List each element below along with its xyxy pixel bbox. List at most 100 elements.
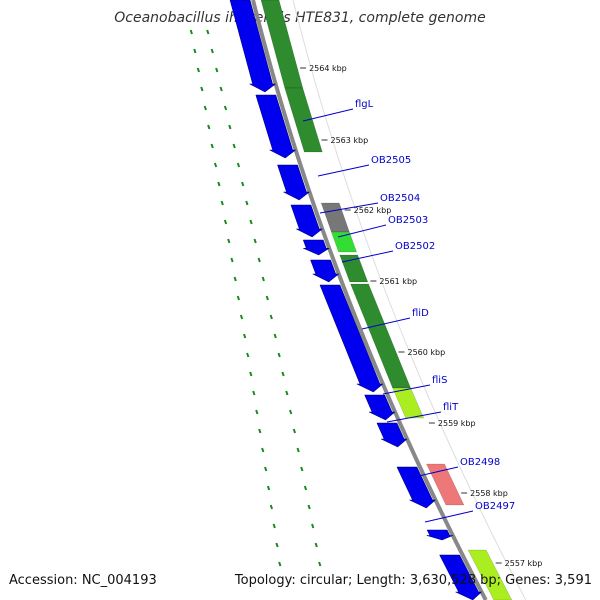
dotted-track-inner (189, 29, 282, 567)
track-dot (227, 238, 231, 244)
cds-arrow (426, 529, 453, 541)
track-dot (233, 276, 237, 282)
track-dot (257, 257, 261, 263)
track-dot (213, 162, 218, 168)
track-dot (296, 447, 300, 453)
gene-label: fliD (412, 308, 429, 319)
summary-text: Topology: circular; Length: 3,630,528 bp… (234, 573, 592, 588)
track-dot (232, 143, 236, 149)
cds-arrow (364, 394, 396, 421)
gene-label: fliT (443, 402, 459, 413)
feature-block (331, 231, 357, 253)
gene-label: OB2497 (475, 501, 515, 512)
cds-arrow (302, 239, 331, 256)
track-dot (314, 542, 318, 548)
kbp-tick-label: 2559 kbp (438, 419, 476, 428)
kbp-tick-label: 2558 kbp (470, 489, 508, 498)
track-dot (215, 67, 219, 73)
cds-arrow (290, 204, 324, 238)
kbp-tick-label: 2561 kbp (379, 277, 417, 286)
kbp-tick-label: 2564 kbp (309, 64, 347, 73)
track-dot (300, 466, 304, 472)
cds-arrow (277, 164, 311, 201)
gene-labels: flgL OB2505 OB2504 OB2503 OB2502 fliD fliS fliT… (302, 99, 515, 523)
gene-label-leader (317, 164, 370, 177)
track-dot (278, 561, 282, 567)
track-dot (285, 390, 289, 396)
kbp-ticks: 2564 kbp 2563 kbp 2562 kbp 2561 kbp 2560 kbp… (300, 64, 542, 568)
track-dot (307, 504, 311, 510)
track-dot (253, 238, 257, 244)
gene-label: OB2504 (380, 193, 420, 204)
track-dot (261, 447, 265, 453)
track-dot (239, 314, 244, 320)
cds-track (229, 0, 483, 600)
track-dot (210, 48, 214, 54)
track-dot (281, 371, 285, 377)
gene-label-leader (337, 224, 387, 238)
track-dot (246, 352, 250, 358)
feature-block (392, 387, 425, 419)
track-dot (255, 409, 259, 415)
track-dot (193, 48, 197, 54)
accession-text: Accession: NC_004193 (9, 573, 157, 588)
gene-label: OB2505 (371, 155, 411, 166)
cds-arrow (319, 284, 384, 393)
feature-block (467, 549, 513, 600)
track-dot (249, 371, 253, 377)
track-dot (200, 86, 204, 92)
dotted-track-middle (206, 29, 322, 567)
cds-arrow (310, 259, 340, 283)
gene-label-leader (341, 250, 394, 263)
feature-track (260, 0, 513, 600)
cds-arrow (439, 554, 483, 600)
gene-label-leader (302, 108, 354, 122)
kbp-tick-label: 2560 kbp (407, 348, 445, 357)
track-dot (289, 409, 293, 415)
track-dot (189, 29, 193, 35)
track-dot (264, 466, 268, 472)
track-dot (261, 276, 265, 282)
track-dot (245, 200, 249, 206)
track-dot (275, 542, 279, 548)
track-dot (220, 200, 224, 206)
gene-label: OB2503 (388, 215, 428, 226)
feature-block (284, 87, 323, 153)
gene-label-leader (409, 466, 459, 479)
track-dot (236, 162, 241, 168)
track-dot (206, 29, 210, 35)
gene-label: fliS (432, 375, 447, 386)
track-dot (269, 314, 273, 320)
track-dot (272, 523, 276, 529)
track-dot (217, 181, 221, 187)
gene-label-leader (319, 202, 379, 214)
track-dot (230, 257, 234, 263)
gene-label-leader (386, 411, 442, 423)
track-dot (273, 333, 277, 339)
kbp-tick-label: 2562 kbp (354, 206, 392, 215)
track-dot (265, 295, 269, 301)
track-dot (223, 219, 228, 225)
feature-block (339, 254, 369, 283)
gene-label-leader (382, 384, 431, 395)
cds-arrow (396, 466, 437, 509)
track-dot (269, 504, 274, 510)
track-dot (252, 390, 256, 396)
track-dot (203, 105, 207, 111)
track-dot (292, 428, 297, 434)
kbp-tick-label: 2557 kbp (505, 559, 543, 568)
track-dot (210, 143, 214, 149)
gene-label: OB2502 (395, 241, 435, 252)
track-dot (277, 352, 281, 358)
feature-block (320, 202, 350, 233)
gene-label-leader (361, 317, 411, 330)
track-dot (249, 219, 253, 225)
track-dot (266, 485, 271, 491)
kbp-tick-label: 2563 kbp (331, 136, 369, 145)
track-dot (223, 105, 228, 111)
outer-guide-ring (292, 0, 527, 600)
feature-block (426, 463, 465, 506)
cds-arrow (229, 0, 277, 93)
